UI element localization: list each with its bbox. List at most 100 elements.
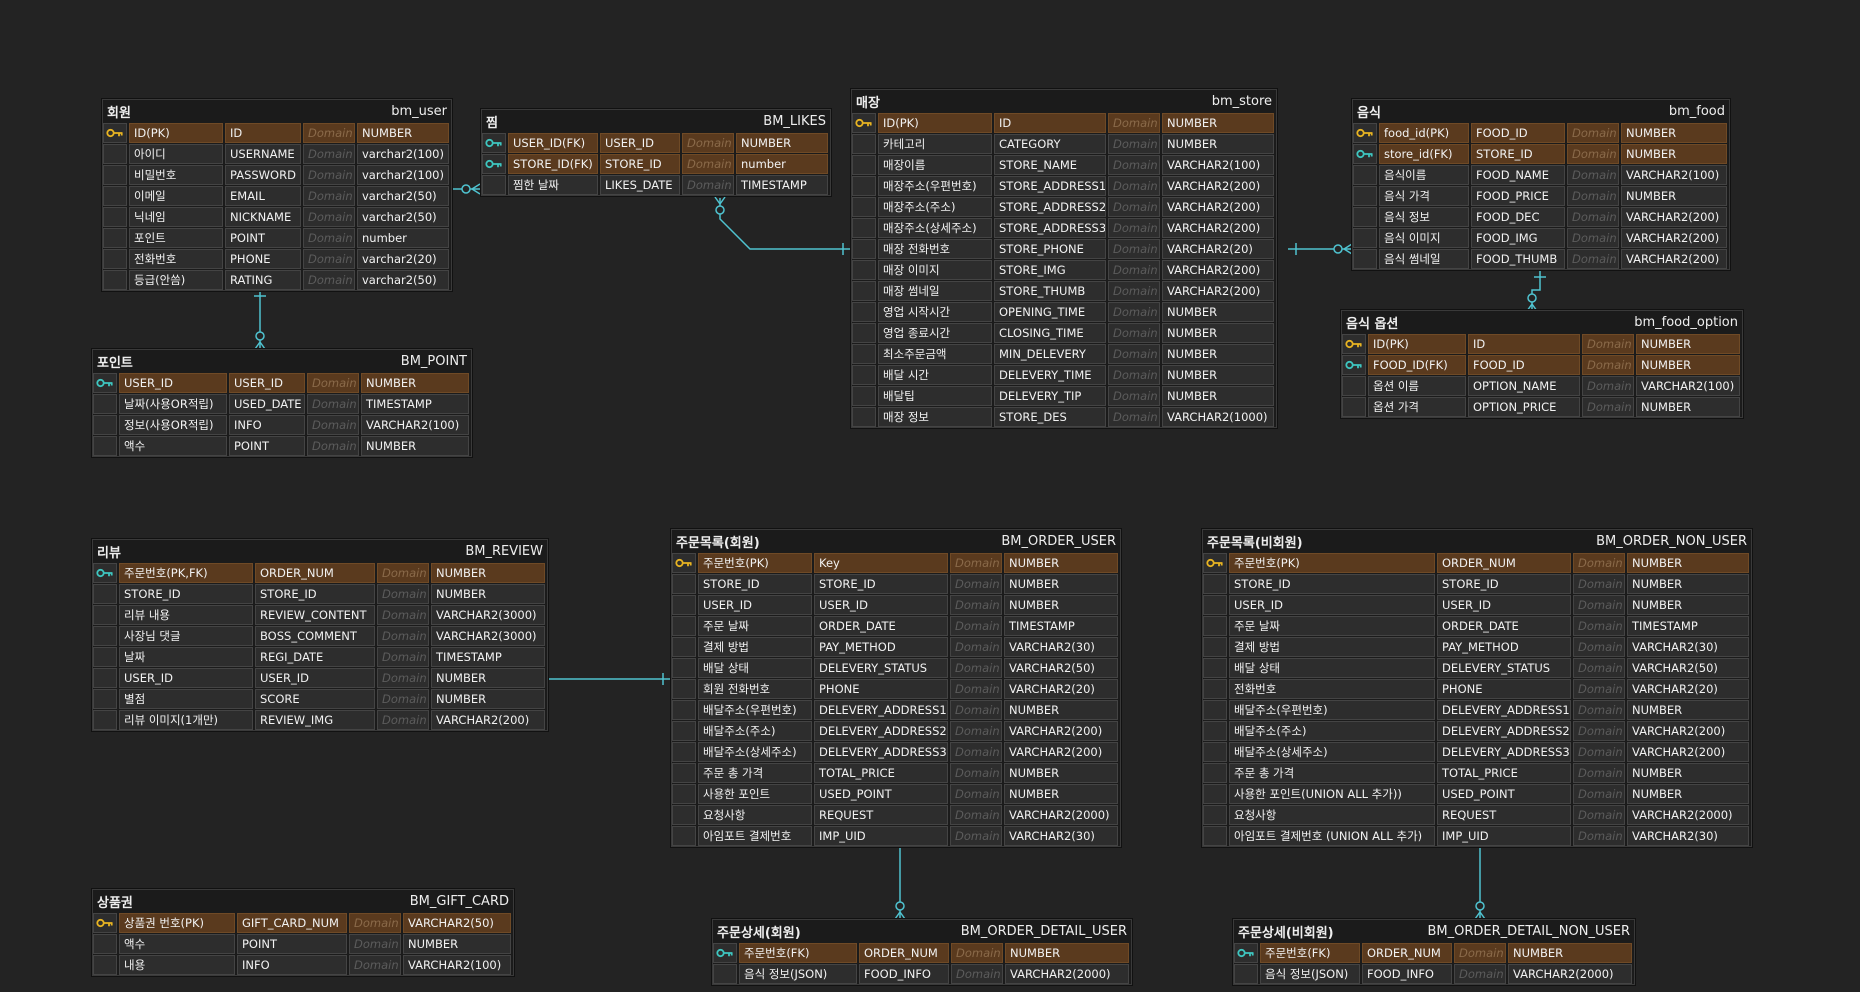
entity-column-row[interactable]: 요청사항 REQUEST Domain VARCHAR2(2000) [1203, 804, 1751, 825]
entity-bm-order-user[interactable]: 주문목록(회원) BM_ORDER_USER 주문번호(PK) Key Domain NU… [671, 529, 1121, 847]
entity-column-row[interactable]: USER_ID USER_ID Domain NUMBER [1203, 594, 1751, 615]
entity-column-row[interactable]: STORE_ID STORE_ID Domain NUMBER [1203, 573, 1751, 594]
entity-column-row[interactable]: 영업 시작시간 OPENING_TIME Domain NUMBER [852, 301, 1276, 322]
entity-bm-order-detail-non-user[interactable]: 주문상세(비회원) BM_ORDER_DETAIL_NON_USER 주문번호(FK… [1233, 919, 1635, 985]
entity-column-row[interactable]: STORE_ID(FK) STORE_ID Domain number [482, 153, 830, 174]
entity-column-row[interactable]: 옵션 가격 OPTION_PRICE Domain NUMBER [1342, 396, 1742, 417]
entity-bm-food-option[interactable]: 음식 옵션 bm_food_option ID(PK) ID Domain NUMBER F… [1341, 310, 1743, 418]
entity-column-row[interactable]: 주문 날짜 ORDER_DATE Domain TIMESTAMP [1203, 615, 1751, 636]
entity-column-row[interactable]: 매장 이미지 STORE_IMG Domain VARCHAR2(200) [852, 259, 1276, 280]
entity-column-row[interactable]: 음식 정보(JSON) FOOD_INFO Domain VARCHAR2(2000) [1234, 963, 1634, 984]
entity-column-row[interactable]: STORE_ID STORE_ID Domain NUMBER [672, 573, 1120, 594]
entity-bm-order-non-user[interactable]: 주문목록(비회원) BM_ORDER_NON_USER 주문번호(PK) ORDER_… [1202, 529, 1752, 847]
entity-column-row[interactable]: 음식 정보 FOOD_DEC Domain VARCHAR2(200) [1353, 206, 1729, 227]
entity-header[interactable]: 상품권 BM_GIFT_CARD [93, 890, 513, 912]
entity-column-row[interactable]: USER_ID USER_ID Domain NUMBER [93, 372, 471, 393]
entity-column-row[interactable]: 비밀번호 PASSWORD Domain varchar2(100) [103, 164, 451, 185]
entity-column-row[interactable]: 액수 POINT Domain NUMBER [93, 435, 471, 456]
entity-column-row[interactable]: 주문번호(PK,FK) ORDER_NUM Domain NUMBER [93, 562, 547, 583]
entity-column-row[interactable]: 카테고리 CATEGORY Domain NUMBER [852, 133, 1276, 154]
entity-column-row[interactable]: 주문 총 가격 TOTAL_PRICE Domain NUMBER [672, 762, 1120, 783]
entity-column-row[interactable]: 배달주소(우편번호) DELEVERY_ADDRESS1 Domain NUMBER [1203, 699, 1751, 720]
entity-column-row[interactable]: ID(PK) ID Domain NUMBER [103, 122, 451, 143]
entity-column-row[interactable]: 매장 썸네일 STORE_THUMB Domain VARCHAR2(200) [852, 280, 1276, 301]
entity-column-row[interactable]: 매장주소(주소) STORE_ADDRESS2 Domain VARCHAR2(200… [852, 196, 1276, 217]
entity-header[interactable]: 회원 bm_user [103, 100, 451, 122]
entity-column-row[interactable]: 닉네임 NICKNAME Domain varchar2(50) [103, 206, 451, 227]
entity-header[interactable]: 주문목록(비회원) BM_ORDER_NON_USER [1203, 530, 1751, 552]
entity-column-row[interactable]: 요청사항 REQUEST Domain VARCHAR2(2000) [672, 804, 1120, 825]
entity-column-row[interactable]: STORE_ID STORE_ID Domain NUMBER [93, 583, 547, 604]
entity-column-row[interactable]: 주문번호(PK) ORDER_NUM Domain NUMBER [1203, 552, 1751, 573]
entity-header[interactable]: 음식 bm_food [1353, 100, 1729, 122]
entity-column-row[interactable]: 매장이름 STORE_NAME Domain VARCHAR2(100) [852, 154, 1276, 175]
entity-column-row[interactable]: USER_ID USER_ID Domain NUMBER [672, 594, 1120, 615]
entity-column-row[interactable]: 결제 방법 PAY_METHOD Domain VARCHAR2(30) [672, 636, 1120, 657]
entity-column-row[interactable]: 아임포트 결제번호 (UNION ALL 추가) IMP_UID Domain VAR… [1203, 825, 1751, 846]
entity-bm-point[interactable]: 포인트 BM_POINT USER_ID USER_ID Domain NUMBER 날짜(… [92, 349, 472, 457]
entity-column-row[interactable]: 매장주소(상세주소) STORE_ADDRESS3 Domain VARCHAR2(2… [852, 217, 1276, 238]
entity-column-row[interactable]: ID(PK) ID Domain NUMBER [1342, 333, 1742, 354]
entity-column-row[interactable]: 영업 종료시간 CLOSING_TIME Domain NUMBER [852, 322, 1276, 343]
entity-header[interactable]: 찜 BM_LIKES [482, 110, 830, 132]
entity-column-row[interactable]: 회원 전화번호 PHONE Domain VARCHAR2(20) [672, 678, 1120, 699]
entity-column-row[interactable]: 음식이름 FOOD_NAME Domain VARCHAR2(100) [1353, 164, 1729, 185]
entity-column-row[interactable]: food_id(PK) FOOD_ID Domain NUMBER [1353, 122, 1729, 143]
entity-column-row[interactable]: 배달주소(주소) DELEVERY_ADDRESS2 Domain VARCHAR2(… [672, 720, 1120, 741]
entity-column-row[interactable]: 결제 방법 PAY_METHOD Domain VARCHAR2(30) [1203, 636, 1751, 657]
entity-column-row[interactable]: 이메일 EMAIL Domain varchar2(50) [103, 185, 451, 206]
entity-bm-user[interactable]: 회원 bm_user ID(PK) ID Domain NUMBER 아이디 USERNAME… [102, 99, 452, 291]
entity-column-row[interactable]: 최소주문금액 MIN_DELEVERY Domain NUMBER [852, 343, 1276, 364]
entity-column-row[interactable]: 음식 이미지 FOOD_IMG Domain VARCHAR2(200) [1353, 227, 1729, 248]
entity-column-row[interactable]: 정보(사용OR적립) INFO Domain VARCHAR2(100) [93, 414, 471, 435]
entity-column-row[interactable]: store_id(FK) STORE_ID Domain NUMBER [1353, 143, 1729, 164]
entity-bm-order-detail-user[interactable]: 주문상세(회원) BM_ORDER_DETAIL_USER 주문번호(FK) ORDE… [712, 919, 1132, 985]
entity-header[interactable]: 주문상세(비회원) BM_ORDER_DETAIL_NON_USER [1234, 920, 1634, 942]
entity-column-row[interactable]: 날짜(사용OR적립) USED_DATE Domain TIMESTAMP [93, 393, 471, 414]
entity-column-row[interactable]: 포인트 POINT Domain number [103, 227, 451, 248]
entity-column-row[interactable]: 주문번호(FK) ORDER_NUM Domain NUMBER [713, 942, 1131, 963]
entity-bm-review[interactable]: 리뷰 BM_REVIEW 주문번호(PK,FK) ORDER_NUM Domain NUM… [92, 539, 548, 731]
entity-column-row[interactable]: 아임포트 결제번호 IMP_UID Domain VARCHAR2(30) [672, 825, 1120, 846]
entity-bm-food[interactable]: 음식 bm_food food_id(PK) FOOD_ID Domain NUMBER s… [1352, 99, 1730, 270]
entity-column-row[interactable]: 배달주소(상세주소) DELEVERY_ADDRESS3 Domain VARCHAR… [672, 741, 1120, 762]
entity-column-row[interactable]: 음식 가격 FOOD_PRICE Domain NUMBER [1353, 185, 1729, 206]
entity-column-row[interactable]: 음식 정보(JSON) FOOD_INFO Domain VARCHAR2(2000) [713, 963, 1131, 984]
entity-column-row[interactable]: 배달주소(우편번호) DELEVERY_ADDRESS1 Domain NUMBER [672, 699, 1120, 720]
entity-header[interactable]: 매장 bm_store [852, 90, 1276, 112]
entity-column-row[interactable]: 리뷰 이미지(1개만) REVIEW_IMG Domain VARCHAR2(200) [93, 709, 547, 730]
entity-column-row[interactable]: 등급(안씀) RATING Domain varchar2(50) [103, 269, 451, 290]
entity-column-row[interactable]: 별점 SCORE Domain NUMBER [93, 688, 547, 709]
entity-bm-store[interactable]: 매장 bm_store ID(PK) ID Domain NUMBER 카테고리 CATEGO… [851, 89, 1277, 428]
entity-column-row[interactable]: 전화번호 PHONE Domain VARCHAR2(20) [1203, 678, 1751, 699]
entity-column-row[interactable]: USER_ID(FK) USER_ID Domain NUMBER [482, 132, 830, 153]
entity-column-row[interactable]: 상품권 번호(PK) GIFT_CARD_NUM Domain VARCHAR2(50… [93, 912, 513, 933]
entity-column-row[interactable]: 배달 시간 DELEVERY_TIME Domain NUMBER [852, 364, 1276, 385]
entity-column-row[interactable]: FOOD_ID(FK) FOOD_ID Domain NUMBER [1342, 354, 1742, 375]
entity-bm-likes[interactable]: 찜 BM_LIKES USER_ID(FK) USER_ID Domain NUMBER S… [481, 109, 831, 196]
entity-column-row[interactable]: 사용한 포인트 USED_POINT Domain NUMBER [672, 783, 1120, 804]
entity-column-row[interactable]: 음식 썸네일 FOOD_THUMB Domain VARCHAR2(200) [1353, 248, 1729, 269]
entity-bm-gift-card[interactable]: 상품권 BM_GIFT_CARD 상품권 번호(PK) GIFT_CARD_NUM Do… [92, 889, 514, 976]
entity-column-row[interactable]: 배달 상태 DELEVERY_STATUS Domain VARCHAR2(50) [1203, 657, 1751, 678]
entity-header[interactable]: 음식 옵션 bm_food_option [1342, 311, 1742, 333]
entity-column-row[interactable]: 액수 POINT Domain NUMBER [93, 933, 513, 954]
entity-header[interactable]: 주문목록(회원) BM_ORDER_USER [672, 530, 1120, 552]
entity-column-row[interactable]: 매장 정보 STORE_DES Domain VARCHAR2(1000) [852, 406, 1276, 427]
entity-column-row[interactable]: 사용한 포인트(UNION ALL 추가)) USED_POINT Domain NU… [1203, 783, 1751, 804]
entity-column-row[interactable]: 내용 INFO Domain VARCHAR2(100) [93, 954, 513, 975]
entity-column-row[interactable]: 배달팁 DELEVERY_TIP Domain NUMBER [852, 385, 1276, 406]
entity-column-row[interactable]: 매장주소(우편번호) STORE_ADDRESS1 Domain VARCHAR2(2… [852, 175, 1276, 196]
entity-column-row[interactable]: 주문 총 가격 TOTAL_PRICE Domain NUMBER [1203, 762, 1751, 783]
entity-column-row[interactable]: ID(PK) ID Domain NUMBER [852, 112, 1276, 133]
entity-column-row[interactable]: 배달주소(상세주소) DELEVERY_ADDRESS3 Domain VARCHAR… [1203, 741, 1751, 762]
entity-column-row[interactable]: 리뷰 내용 REVIEW_CONTENT Domain VARCHAR2(3000) [93, 604, 547, 625]
entity-header[interactable]: 리뷰 BM_REVIEW [93, 540, 547, 562]
entity-column-row[interactable]: 배달주소(주소) DELEVERY_ADDRESS2 Domain VARCHAR2(… [1203, 720, 1751, 741]
entity-column-row[interactable]: 찜한 날짜 LIKES_DATE Domain TIMESTAMP [482, 174, 830, 195]
entity-column-row[interactable]: 날짜 REGI_DATE Domain TIMESTAMP [93, 646, 547, 667]
entity-column-row[interactable]: 주문번호(PK) Key Domain NUMBER [672, 552, 1120, 573]
entity-column-row[interactable]: USER_ID USER_ID Domain NUMBER [93, 667, 547, 688]
entity-column-row[interactable]: 사장님 댓글 BOSS_COMMENT Domain VARCHAR2(3000) [93, 625, 547, 646]
entity-column-row[interactable]: 옵션 이름 OPTION_NAME Domain VARCHAR2(100) [1342, 375, 1742, 396]
